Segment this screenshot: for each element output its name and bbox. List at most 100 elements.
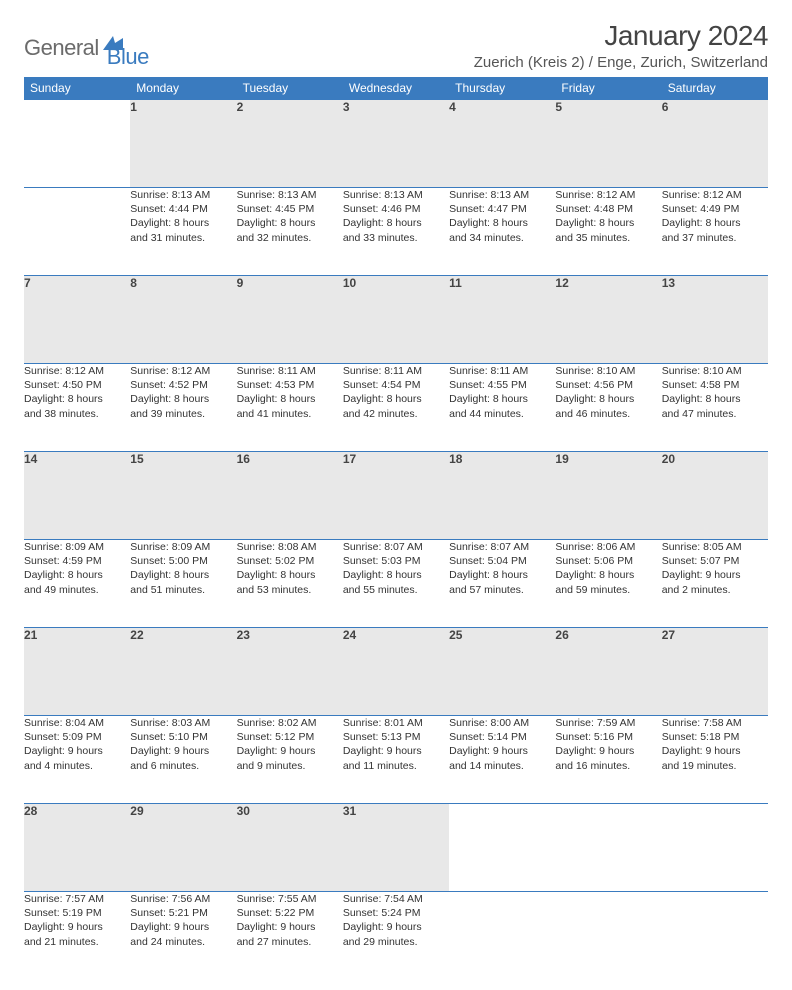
weekday-header: Monday xyxy=(130,77,236,100)
weekday-header: Tuesday xyxy=(237,77,343,100)
day-info-line: and 27 minutes. xyxy=(237,935,343,949)
day-content-cell: Sunrise: 8:04 AMSunset: 5:09 PMDaylight:… xyxy=(24,716,130,804)
day-number-cell: 19 xyxy=(555,452,661,540)
location-subtitle: Zuerich (Kreis 2) / Enge, Zurich, Switze… xyxy=(474,54,768,71)
day-info-line: Sunset: 5:06 PM xyxy=(555,554,661,568)
day-info-line: Daylight: 9 hours xyxy=(237,920,343,934)
day-info-line: Sunrise: 8:13 AM xyxy=(449,188,555,202)
day-info-line: Daylight: 9 hours xyxy=(662,568,768,582)
day-info-line: Daylight: 8 hours xyxy=(662,216,768,230)
day-number-cell: 17 xyxy=(343,452,449,540)
weekday-header: Friday xyxy=(555,77,661,100)
day-info-line: and 24 minutes. xyxy=(130,935,236,949)
day-info-line: and 57 minutes. xyxy=(449,583,555,597)
calendar-table: SundayMondayTuesdayWednesdayThursdayFrid… xyxy=(24,77,768,980)
day-info-line: and 4 minutes. xyxy=(24,759,130,773)
day-info-line: Sunset: 5:03 PM xyxy=(343,554,449,568)
day-content-cell: Sunrise: 8:11 AMSunset: 4:53 PMDaylight:… xyxy=(237,364,343,452)
day-info-line: Daylight: 9 hours xyxy=(130,920,236,934)
day-info-line: Sunset: 4:49 PM xyxy=(662,202,768,216)
day-info-line: Daylight: 8 hours xyxy=(343,216,449,230)
day-info-line: and 41 minutes. xyxy=(237,407,343,421)
day-info-line: and 14 minutes. xyxy=(449,759,555,773)
month-title: January 2024 xyxy=(474,20,768,52)
day-info-line: Sunrise: 8:13 AM xyxy=(237,188,343,202)
day-info-line: and 49 minutes. xyxy=(24,583,130,597)
day-number-cell: 4 xyxy=(449,100,555,188)
day-number-cell xyxy=(662,804,768,892)
day-content-cell: Sunrise: 8:09 AMSunset: 4:59 PMDaylight:… xyxy=(24,540,130,628)
day-info-line: and 51 minutes. xyxy=(130,583,236,597)
logo-text-general: General xyxy=(24,35,99,61)
day-number-cell: 5 xyxy=(555,100,661,188)
day-content-cell: Sunrise: 8:05 AMSunset: 5:07 PMDaylight:… xyxy=(662,540,768,628)
day-content-row: Sunrise: 8:04 AMSunset: 5:09 PMDaylight:… xyxy=(24,716,768,804)
day-info-line: Sunrise: 8:13 AM xyxy=(343,188,449,202)
day-info-line: Daylight: 8 hours xyxy=(237,392,343,406)
day-number-cell: 18 xyxy=(449,452,555,540)
day-info-line: Sunrise: 7:57 AM xyxy=(24,892,130,906)
day-info-line: Daylight: 8 hours xyxy=(130,216,236,230)
day-info-line: Sunrise: 8:11 AM xyxy=(449,364,555,378)
day-info-line: Sunrise: 8:00 AM xyxy=(449,716,555,730)
day-info-line: Sunset: 5:14 PM xyxy=(449,730,555,744)
day-number-cell: 30 xyxy=(237,804,343,892)
day-info-line: Sunset: 5:19 PM xyxy=(24,906,130,920)
day-content-cell: Sunrise: 8:01 AMSunset: 5:13 PMDaylight:… xyxy=(343,716,449,804)
day-info-line: Sunrise: 7:59 AM xyxy=(555,716,661,730)
day-content-cell: Sunrise: 7:58 AMSunset: 5:18 PMDaylight:… xyxy=(662,716,768,804)
day-info-line: Daylight: 9 hours xyxy=(555,744,661,758)
day-content-row: Sunrise: 8:13 AMSunset: 4:44 PMDaylight:… xyxy=(24,188,768,276)
day-info-line: Sunrise: 7:54 AM xyxy=(343,892,449,906)
day-info-line: Sunset: 4:46 PM xyxy=(343,202,449,216)
day-content-cell: Sunrise: 8:10 AMSunset: 4:58 PMDaylight:… xyxy=(662,364,768,452)
day-info-line: Sunset: 5:12 PM xyxy=(237,730,343,744)
day-info-line: Daylight: 8 hours xyxy=(343,392,449,406)
weekday-header: Sunday xyxy=(24,77,130,100)
day-info-line: and 11 minutes. xyxy=(343,759,449,773)
day-info-line: Daylight: 9 hours xyxy=(343,920,449,934)
day-content-cell: Sunrise: 8:13 AMSunset: 4:47 PMDaylight:… xyxy=(449,188,555,276)
day-info-line: and 59 minutes. xyxy=(555,583,661,597)
day-info-line: and 21 minutes. xyxy=(24,935,130,949)
day-number-cell: 24 xyxy=(343,628,449,716)
day-content-cell: Sunrise: 8:11 AMSunset: 4:55 PMDaylight:… xyxy=(449,364,555,452)
day-info-line: and 9 minutes. xyxy=(237,759,343,773)
day-content-cell xyxy=(555,892,661,980)
day-content-cell: Sunrise: 7:55 AMSunset: 5:22 PMDaylight:… xyxy=(237,892,343,980)
day-number-cell xyxy=(555,804,661,892)
day-info-line: Daylight: 8 hours xyxy=(449,568,555,582)
day-number-row: 78910111213 xyxy=(24,276,768,364)
day-info-line: Sunrise: 8:13 AM xyxy=(130,188,236,202)
day-info-line: and 34 minutes. xyxy=(449,231,555,245)
day-number-cell xyxy=(449,804,555,892)
day-info-line: and 6 minutes. xyxy=(130,759,236,773)
title-block: January 2024 Zuerich (Kreis 2) / Enge, Z… xyxy=(474,20,768,71)
day-info-line: Sunrise: 8:11 AM xyxy=(237,364,343,378)
day-content-cell: Sunrise: 8:09 AMSunset: 5:00 PMDaylight:… xyxy=(130,540,236,628)
weekday-header: Wednesday xyxy=(343,77,449,100)
day-content-cell: Sunrise: 8:12 AMSunset: 4:50 PMDaylight:… xyxy=(24,364,130,452)
day-content-row: Sunrise: 8:09 AMSunset: 4:59 PMDaylight:… xyxy=(24,540,768,628)
day-number-cell: 3 xyxy=(343,100,449,188)
day-info-line: and 35 minutes. xyxy=(555,231,661,245)
day-number-cell: 16 xyxy=(237,452,343,540)
day-content-cell: Sunrise: 8:08 AMSunset: 5:02 PMDaylight:… xyxy=(237,540,343,628)
day-number-cell: 9 xyxy=(237,276,343,364)
day-info-line: Sunset: 4:58 PM xyxy=(662,378,768,392)
day-number-cell: 26 xyxy=(555,628,661,716)
day-number-cell: 20 xyxy=(662,452,768,540)
day-content-cell: Sunrise: 8:07 AMSunset: 5:04 PMDaylight:… xyxy=(449,540,555,628)
day-info-line: Sunrise: 8:08 AM xyxy=(237,540,343,554)
day-content-cell: Sunrise: 7:56 AMSunset: 5:21 PMDaylight:… xyxy=(130,892,236,980)
day-info-line: and 37 minutes. xyxy=(662,231,768,245)
day-info-line: Daylight: 8 hours xyxy=(130,568,236,582)
day-number-cell: 21 xyxy=(24,628,130,716)
day-info-line: Sunrise: 8:09 AM xyxy=(24,540,130,554)
day-number-cell: 11 xyxy=(449,276,555,364)
day-info-line: Sunset: 4:52 PM xyxy=(130,378,236,392)
day-number-cell: 8 xyxy=(130,276,236,364)
day-info-line: Sunset: 4:48 PM xyxy=(555,202,661,216)
day-info-line: Sunrise: 8:10 AM xyxy=(662,364,768,378)
day-info-line: and 2 minutes. xyxy=(662,583,768,597)
